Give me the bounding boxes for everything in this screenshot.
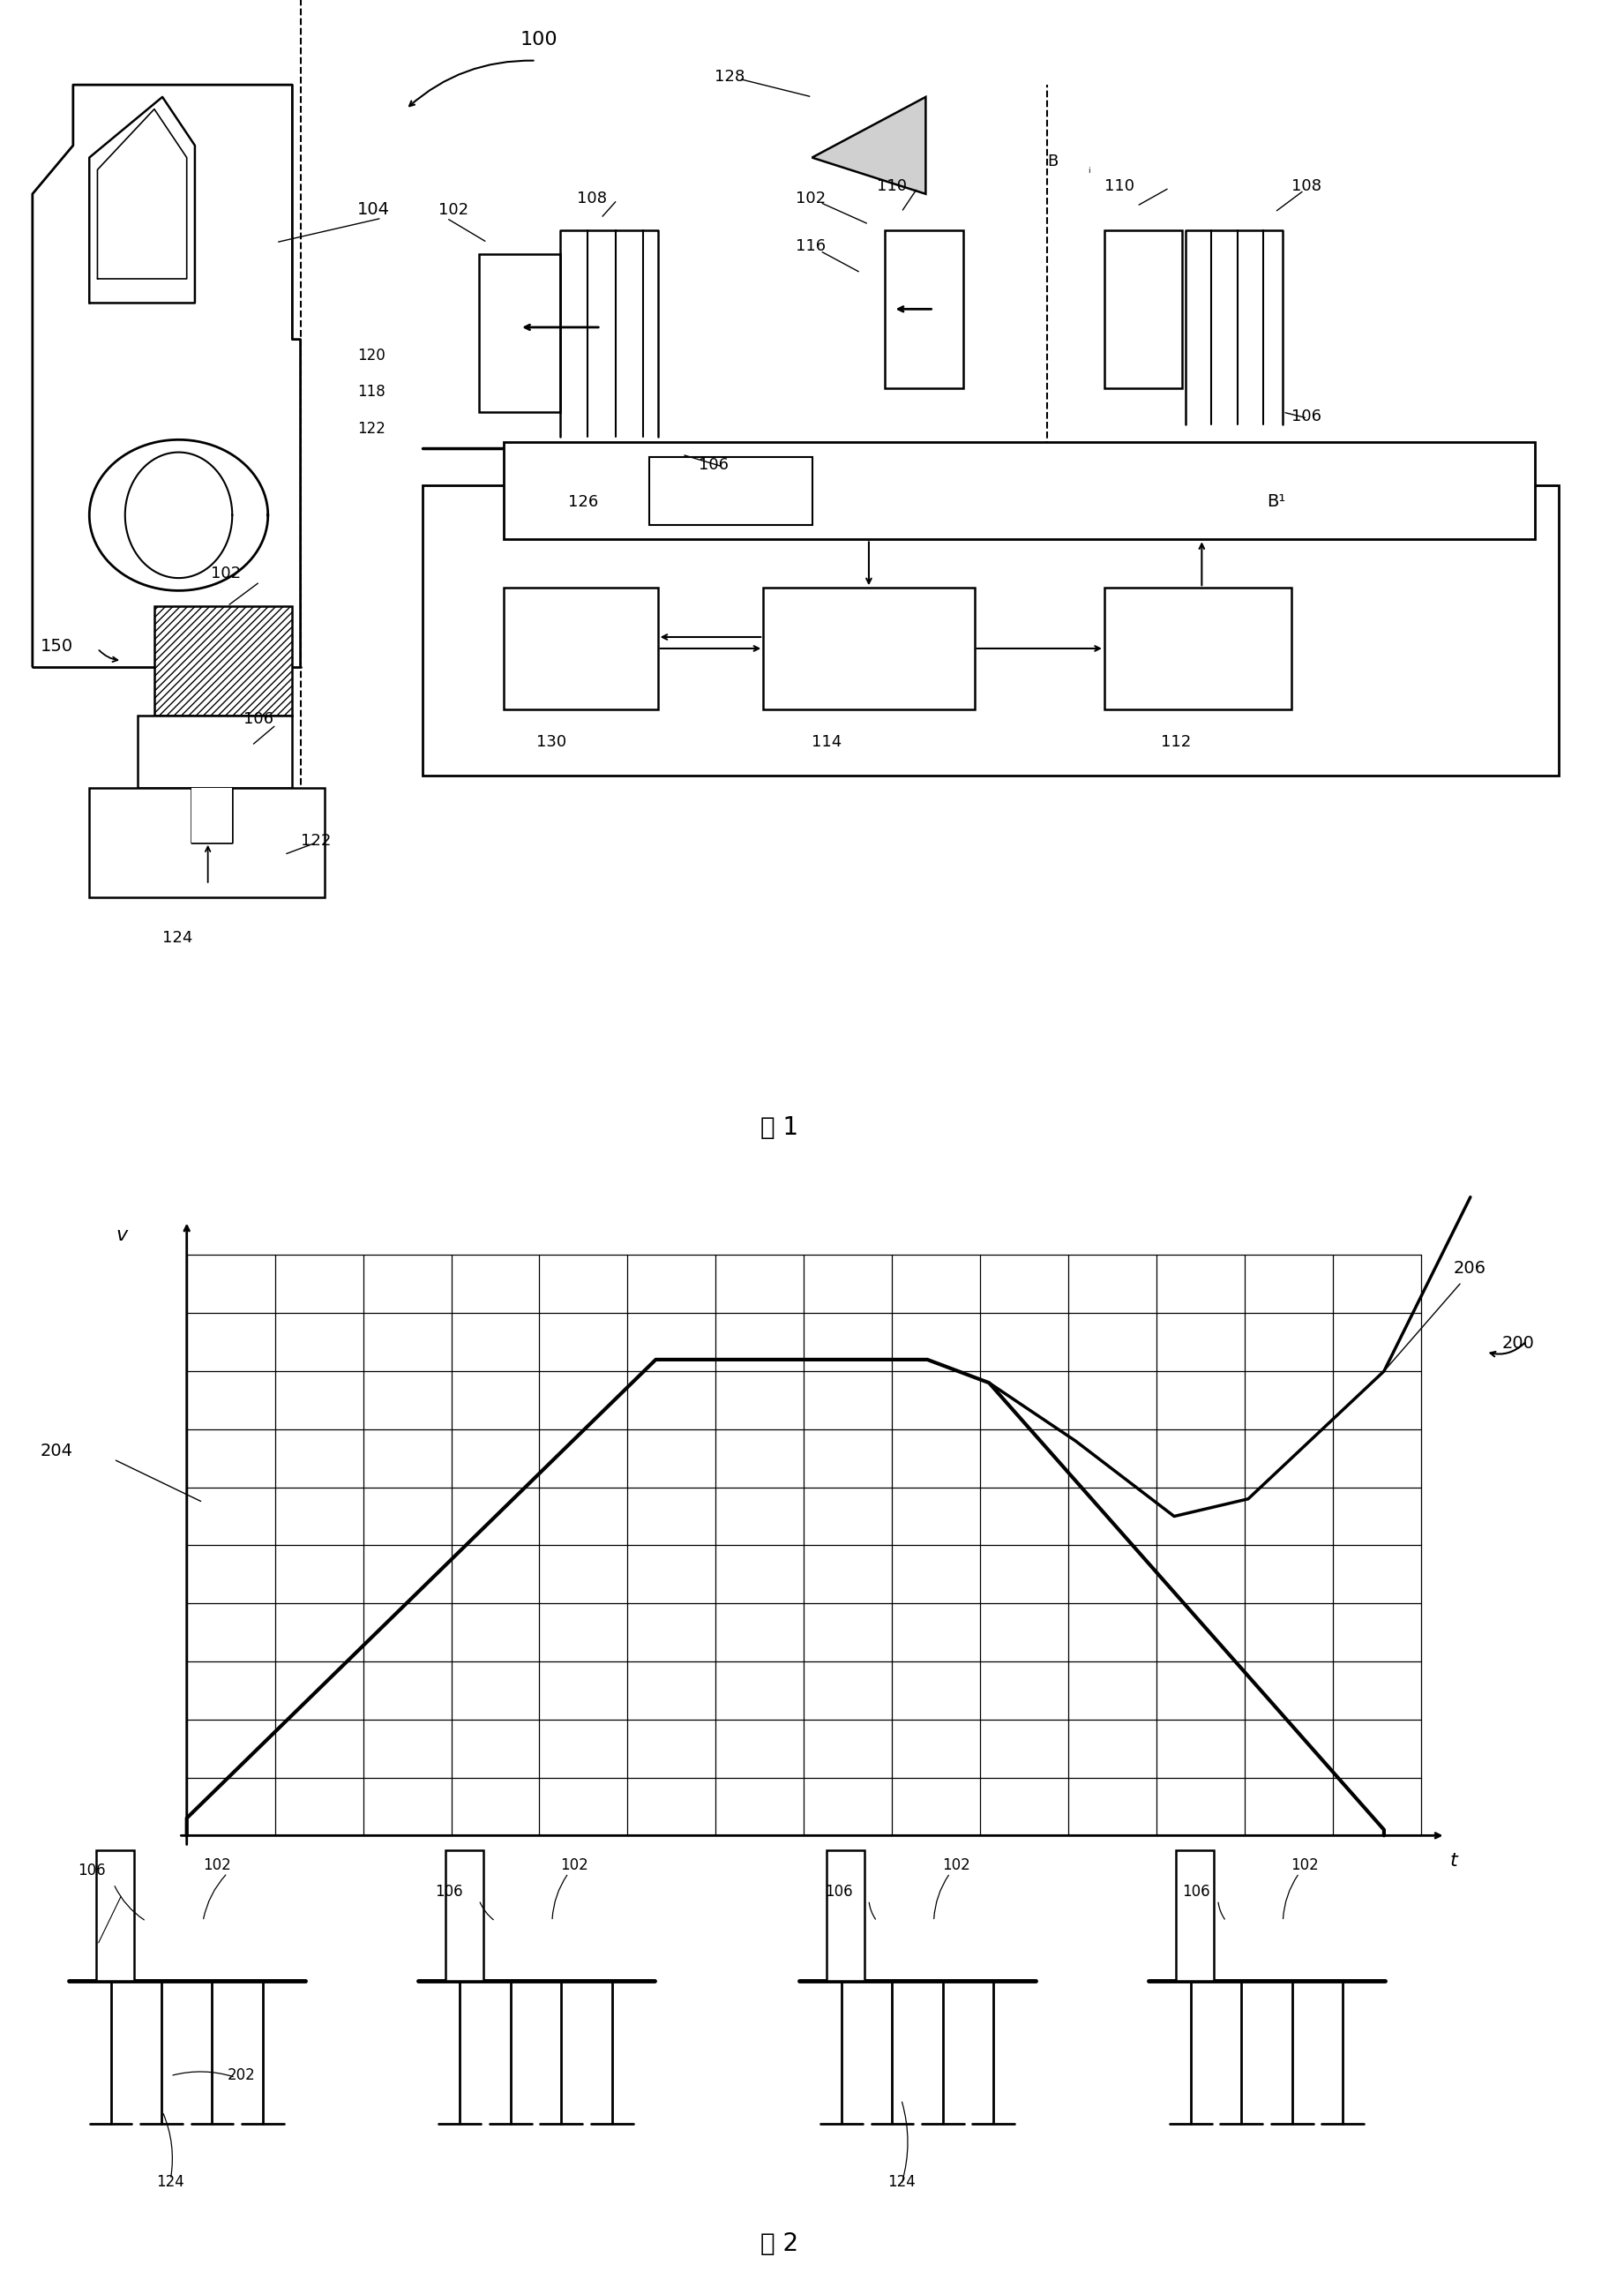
Text: 204: 204 bbox=[41, 1443, 73, 1459]
Text: 122: 122 bbox=[357, 421, 385, 437]
Bar bbox=[422, 485, 1559, 775]
Text: 110: 110 bbox=[877, 178, 906, 194]
Bar bbox=[192, 787, 232, 842]
Text: B¹: B¹ bbox=[1267, 494, 1286, 510]
Text: 102: 102 bbox=[560, 1857, 588, 1873]
Text: B: B bbox=[1047, 153, 1059, 169]
Polygon shape bbox=[812, 96, 926, 194]
Text: 102: 102 bbox=[211, 565, 242, 581]
Text: 100: 100 bbox=[520, 30, 557, 48]
Text: 124: 124 bbox=[887, 2175, 916, 2191]
Text: t: t bbox=[1450, 1852, 1457, 1871]
Text: 106: 106 bbox=[1182, 1884, 1210, 1900]
Text: 106: 106 bbox=[698, 457, 728, 473]
Text: 106: 106 bbox=[825, 1884, 853, 1900]
Bar bbox=[445, 1850, 484, 1981]
Text: 126: 126 bbox=[568, 494, 599, 510]
Text: 102: 102 bbox=[942, 1857, 970, 1873]
Bar bbox=[479, 254, 560, 412]
Text: 124: 124 bbox=[156, 2175, 185, 2191]
Text: 106: 106 bbox=[1291, 409, 1320, 425]
Text: 130: 130 bbox=[536, 734, 567, 750]
Text: 122: 122 bbox=[300, 832, 331, 848]
Bar bbox=[154, 606, 292, 716]
Bar bbox=[96, 1850, 133, 1981]
Text: v: v bbox=[115, 1226, 128, 1244]
Bar bbox=[827, 1850, 864, 1981]
Bar bbox=[503, 441, 1535, 540]
Bar bbox=[885, 231, 963, 389]
Text: 106: 106 bbox=[435, 1884, 463, 1900]
Bar bbox=[650, 457, 812, 524]
Bar bbox=[763, 588, 974, 709]
Text: 102: 102 bbox=[1291, 1857, 1319, 1873]
Text: 112: 112 bbox=[1161, 734, 1192, 750]
Text: 202: 202 bbox=[227, 2067, 255, 2083]
Text: 102: 102 bbox=[438, 201, 469, 217]
Text: 102: 102 bbox=[203, 1857, 231, 1873]
Text: 120: 120 bbox=[357, 348, 385, 364]
Text: 114: 114 bbox=[812, 734, 843, 750]
Text: 206: 206 bbox=[1453, 1260, 1486, 1276]
Text: 图 1: 图 1 bbox=[760, 1114, 799, 1139]
Text: ᵢ: ᵢ bbox=[1088, 162, 1090, 176]
Bar bbox=[89, 789, 325, 897]
Text: 200: 200 bbox=[1502, 1336, 1535, 1352]
Text: 124: 124 bbox=[162, 929, 193, 945]
Bar bbox=[1104, 231, 1182, 389]
Text: 图 2: 图 2 bbox=[760, 2232, 799, 2257]
Text: 106: 106 bbox=[78, 1862, 106, 1878]
Text: 104: 104 bbox=[357, 201, 390, 217]
Text: 110: 110 bbox=[1104, 178, 1134, 194]
Bar bbox=[1176, 1850, 1213, 1981]
Text: 118: 118 bbox=[357, 384, 385, 400]
Bar bbox=[503, 588, 658, 709]
Text: 128: 128 bbox=[715, 69, 745, 85]
Bar bbox=[138, 716, 292, 787]
Text: 150: 150 bbox=[41, 638, 73, 654]
Text: 108: 108 bbox=[1291, 178, 1320, 194]
Text: 108: 108 bbox=[577, 190, 606, 206]
Text: 102: 102 bbox=[796, 190, 827, 206]
Text: 106: 106 bbox=[244, 711, 273, 727]
Bar bbox=[1104, 588, 1291, 709]
Text: 116: 116 bbox=[796, 238, 827, 254]
